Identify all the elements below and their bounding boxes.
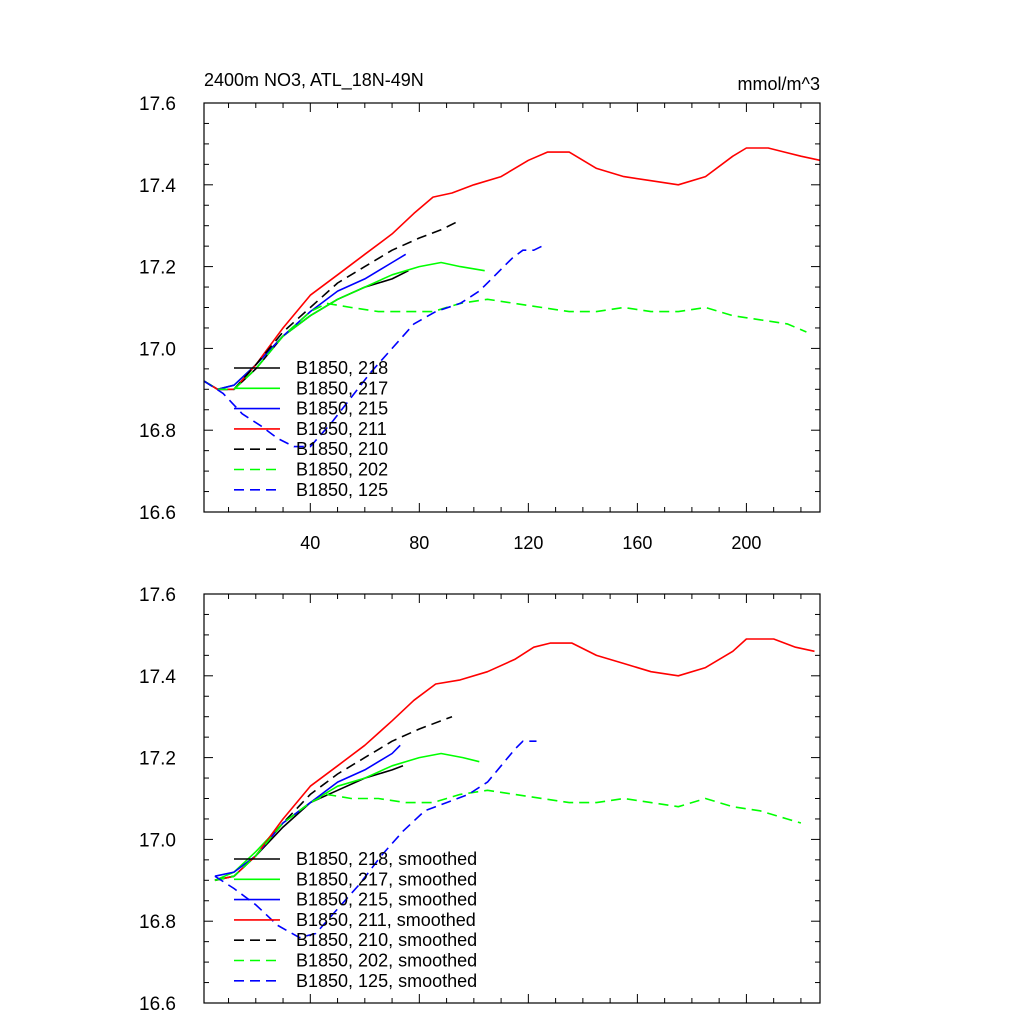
series-line-6 [214,789,802,882]
y-tick-label: 16.6 [139,503,176,524]
series-line-3 [203,253,407,391]
legend-label: B1850, 210 [296,439,388,459]
legend-label: B1850, 210, smoothed [296,930,477,950]
y-tick-label: 17.0 [139,339,176,360]
legend-label: B1850, 215, smoothed [296,890,477,910]
units-label: mmol/m^3 [738,74,820,94]
series-line-6 [203,298,807,391]
legend-label: B1850, 218, smoothed [296,849,477,869]
series-line-3 [214,744,401,877]
y-tick-label: 17.2 [139,258,176,279]
x-tick-label: 200 [731,533,761,553]
series-line-4 [214,638,815,882]
y-tick-label: 17.6 [139,585,176,606]
legend-label: B1850, 218 [296,358,388,378]
legend-label: B1850, 215 [296,399,388,419]
y-tick-label: 16.8 [139,912,176,933]
legend-label: B1850, 125, smoothed [296,971,477,991]
legend-label: B1850, 202 [296,460,388,480]
series-line-2 [214,752,480,882]
series-line-5 [203,220,458,391]
y-tick-label: 17.6 [139,94,176,115]
series-line-4 [203,147,821,391]
legend-label: B1850, 211, smoothed [296,910,476,930]
legend-label: B1850, 211 [296,419,387,439]
x-tick-label: 120 [513,533,543,553]
y-tick-label: 17.4 [139,176,176,197]
chart-title: 2400m NO3, ATL_18N-49N [204,70,424,91]
x-tick-label: 40 [300,533,320,553]
bottom-panel: 16.6 16.8 17.0 17.2 17.4 17.6 B1850, 218, smoo… [139,585,821,1015]
series-line-7 [203,245,543,448]
legend-label: B1850, 125 [296,480,388,500]
legend-label: B1850, 217 [296,378,388,398]
y-tick-label: 16.8 [139,421,176,442]
legend-label: B1850, 202, smoothed [296,951,477,971]
x-tick-label: 80 [409,533,429,553]
legend-label: B1850, 217, smoothed [296,869,477,889]
top-panel: 40 80 120 160 200 16.6 16.8 17.0 17.2 17.4 17.6 B18… [139,94,821,553]
y-tick-label: 17.4 [139,667,176,688]
x-tick-label: 160 [622,533,652,553]
y-tick-label: 16.6 [139,994,176,1015]
y-tick-label: 17.0 [139,830,176,851]
y-tick-label: 17.2 [139,749,176,770]
